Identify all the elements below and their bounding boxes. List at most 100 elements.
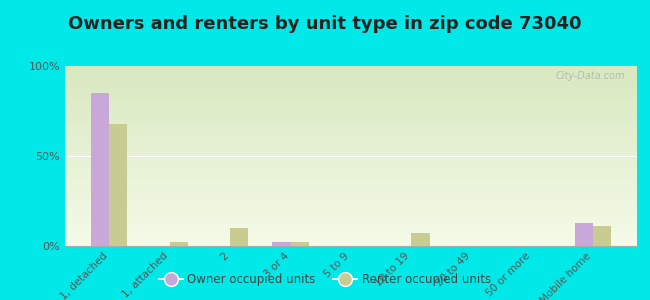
Bar bbox=[65, 84, 637, 86]
Bar bbox=[91, 93, 109, 246]
Bar bbox=[65, 187, 637, 188]
Bar bbox=[291, 242, 309, 246]
Bar bbox=[65, 167, 637, 169]
Bar bbox=[65, 194, 637, 196]
Bar bbox=[65, 73, 637, 75]
Bar bbox=[65, 188, 637, 190]
Bar bbox=[65, 145, 637, 147]
Text: City-Data.com: City-Data.com bbox=[556, 71, 625, 81]
Bar bbox=[65, 143, 637, 145]
Bar bbox=[65, 104, 637, 106]
Bar bbox=[65, 158, 637, 160]
Bar bbox=[65, 179, 637, 181]
Bar bbox=[65, 212, 637, 214]
Bar bbox=[65, 160, 637, 161]
Bar bbox=[65, 109, 637, 111]
Bar bbox=[65, 102, 637, 104]
Bar bbox=[65, 228, 637, 230]
Bar bbox=[230, 228, 248, 246]
Bar bbox=[65, 89, 637, 91]
Bar bbox=[65, 169, 637, 170]
Bar bbox=[65, 152, 637, 154]
Bar bbox=[170, 242, 188, 246]
Bar bbox=[65, 151, 637, 152]
Bar bbox=[65, 172, 637, 174]
Bar bbox=[65, 170, 637, 172]
Bar bbox=[65, 138, 637, 140]
Bar bbox=[65, 199, 637, 201]
Bar bbox=[65, 147, 637, 149]
Bar bbox=[65, 133, 637, 134]
Bar bbox=[65, 154, 637, 156]
Bar bbox=[65, 205, 637, 206]
Bar bbox=[65, 66, 637, 68]
Bar bbox=[65, 131, 637, 133]
Bar bbox=[65, 235, 637, 237]
Bar bbox=[65, 107, 637, 109]
Bar bbox=[65, 115, 637, 116]
Bar bbox=[65, 206, 637, 208]
Bar bbox=[65, 93, 637, 95]
Bar bbox=[65, 241, 637, 242]
Bar bbox=[65, 217, 637, 219]
Bar bbox=[65, 129, 637, 131]
Bar bbox=[65, 237, 637, 239]
Bar bbox=[65, 210, 637, 212]
Bar bbox=[65, 134, 637, 136]
Bar bbox=[65, 113, 637, 115]
Bar bbox=[272, 242, 291, 246]
Bar bbox=[65, 165, 637, 167]
Bar bbox=[65, 185, 637, 187]
Bar bbox=[65, 97, 637, 98]
Bar bbox=[65, 75, 637, 77]
Bar bbox=[65, 156, 637, 158]
Bar bbox=[65, 91, 637, 93]
Bar bbox=[65, 111, 637, 113]
Bar bbox=[65, 79, 637, 80]
Bar bbox=[65, 118, 637, 120]
Bar bbox=[65, 190, 637, 192]
Bar bbox=[65, 77, 637, 79]
Bar bbox=[65, 120, 637, 122]
Bar bbox=[65, 124, 637, 125]
Bar bbox=[65, 181, 637, 183]
Bar bbox=[65, 221, 637, 223]
Bar bbox=[65, 223, 637, 224]
Bar bbox=[65, 176, 637, 178]
Bar bbox=[65, 233, 637, 235]
Bar bbox=[65, 226, 637, 228]
Bar bbox=[65, 196, 637, 197]
Bar bbox=[109, 124, 127, 246]
Bar bbox=[65, 230, 637, 232]
Bar bbox=[65, 192, 637, 194]
Bar bbox=[65, 161, 637, 163]
Bar bbox=[65, 125, 637, 127]
Bar bbox=[65, 203, 637, 205]
Bar bbox=[65, 68, 637, 70]
Bar bbox=[65, 178, 637, 179]
Bar bbox=[65, 116, 637, 118]
Bar bbox=[65, 98, 637, 100]
Bar bbox=[65, 136, 637, 138]
Bar bbox=[65, 232, 637, 233]
Bar bbox=[65, 215, 637, 217]
Bar bbox=[65, 149, 637, 151]
Text: Owners and renters by unit type in zip code 73040: Owners and renters by unit type in zip c… bbox=[68, 15, 582, 33]
Bar bbox=[65, 80, 637, 82]
Bar bbox=[65, 183, 637, 185]
Bar bbox=[65, 219, 637, 221]
Bar bbox=[65, 239, 637, 241]
Bar bbox=[65, 197, 637, 199]
Bar bbox=[65, 82, 637, 84]
Bar bbox=[65, 122, 637, 124]
Bar bbox=[65, 70, 637, 71]
Bar bbox=[593, 226, 611, 246]
Bar bbox=[65, 100, 637, 102]
Bar bbox=[411, 233, 430, 246]
Bar bbox=[65, 106, 637, 107]
Bar bbox=[65, 163, 637, 165]
Bar bbox=[65, 208, 637, 210]
Bar bbox=[575, 223, 593, 246]
Bar bbox=[65, 140, 637, 142]
Bar bbox=[65, 88, 637, 89]
